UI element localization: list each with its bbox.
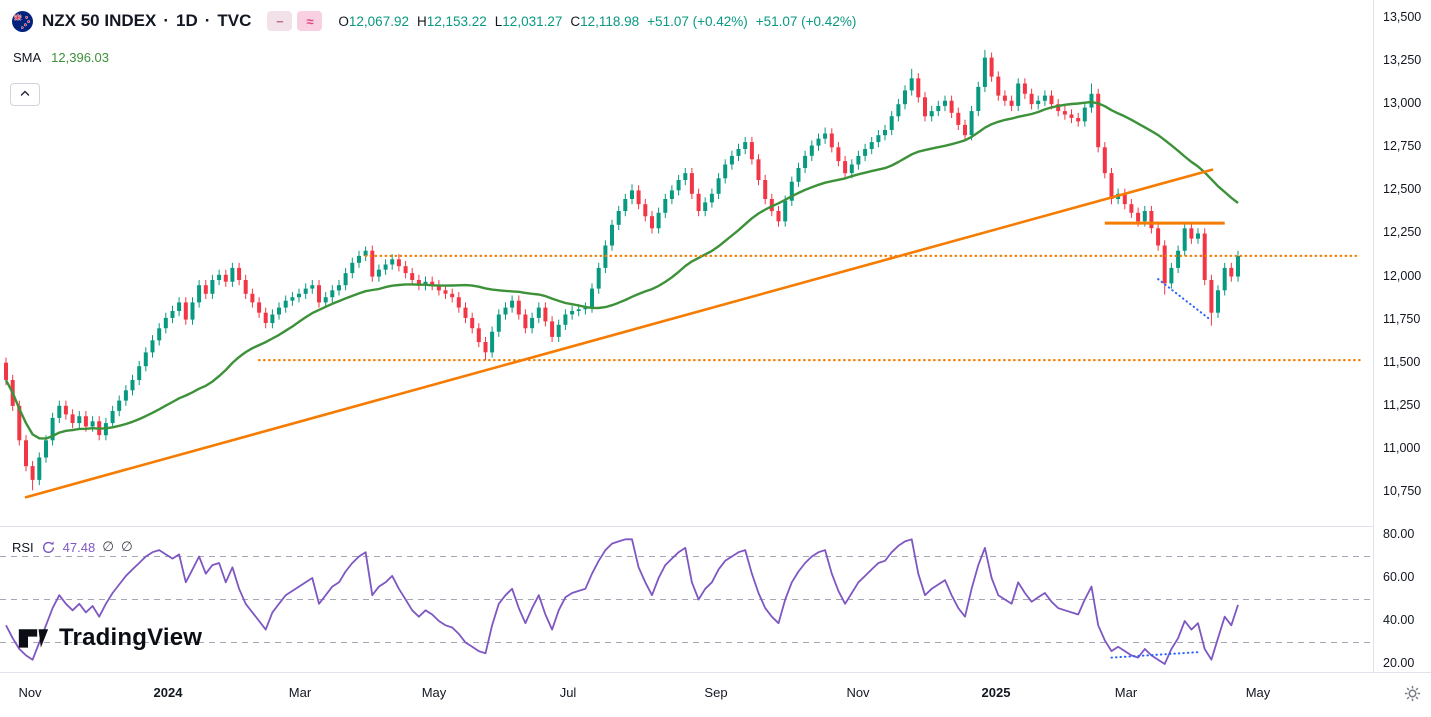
symbol-name: NZX 50 INDEX bbox=[42, 11, 157, 30]
price-tick-label: 11,750 bbox=[1383, 311, 1421, 326]
ohlc-values: O 12,067.92 H 12,153.22 L 12,031.27 C 12,118… bbox=[338, 14, 856, 29]
nz-flag-icon bbox=[12, 10, 33, 32]
tradingview-logo[interactable]: TradingView bbox=[17, 621, 202, 654]
collapse-legend-button[interactable] bbox=[10, 83, 40, 106]
price-tick-label: 13,250 bbox=[1383, 53, 1422, 68]
price-tick-label: 10,750 bbox=[1383, 484, 1422, 498]
close-value: 12,118.98 bbox=[580, 13, 640, 29]
open-label: O bbox=[338, 13, 349, 29]
empty-source-icon: ∅ bbox=[102, 539, 114, 554]
change-value-2: +51.07 (+0.42%) bbox=[755, 13, 857, 29]
change-value: +51.07 (+0.42%) bbox=[647, 13, 748, 29]
low-label: L bbox=[494, 13, 503, 29]
time-tick-label: May bbox=[421, 685, 447, 700]
close-label: C bbox=[570, 13, 581, 29]
rsi-tick-label: 80.00 bbox=[1383, 527, 1415, 541]
rsi-tick-label: 60.00 bbox=[1383, 570, 1415, 584]
rsi-value: 47.48 bbox=[62, 539, 96, 555]
sma-legend[interactable]: SMA 12,396.03 bbox=[13, 50, 109, 65]
symbol-interval: 1D bbox=[175, 11, 198, 30]
symbol-exchange: TVC bbox=[217, 11, 252, 30]
empty-source-icon: ∅ bbox=[120, 539, 133, 554]
tradingview-logo-text: TradingView bbox=[59, 623, 203, 651]
sma-value: 12,396.03 bbox=[51, 50, 110, 65]
rsi-tick-label: 20.00 bbox=[1383, 656, 1415, 670]
rsi-tick-label: 40.00 bbox=[1383, 613, 1415, 627]
price-tick-label: 12,250 bbox=[1383, 225, 1422, 240]
symbol-legend: NZX 50 INDEX · 1D · TVC − ≈ O 12,067.92 H… bbox=[12, 9, 856, 33]
time-tick-label: May bbox=[1245, 685, 1271, 700]
rsi-legend[interactable]: RSI 47.48 ∅ ∅ bbox=[12, 539, 133, 555]
price-tick-label: 11,500 bbox=[1383, 354, 1421, 369]
time-tick-label: 2025 bbox=[981, 685, 1011, 700]
price-tick-label: 11,000 bbox=[1383, 440, 1421, 455]
sma-label: SMA bbox=[13, 50, 42, 65]
price-axis[interactable]: 13,500 13,250 13,000 12,750 12,500 12,250 12,0… bbox=[1374, 0, 1431, 672]
refresh-icon bbox=[41, 540, 56, 555]
price-tick-label: 12,500 bbox=[1383, 182, 1422, 197]
time-tick-label: Mar bbox=[1114, 685, 1138, 700]
high-label: H bbox=[416, 13, 427, 29]
settings-gear-icon[interactable] bbox=[1403, 684, 1422, 703]
title-separator: · bbox=[204, 11, 211, 30]
tradingview-logo-icon bbox=[17, 621, 50, 654]
rsi-label: RSI bbox=[12, 539, 34, 555]
axis-border bbox=[1373, 0, 1374, 672]
symbol-title[interactable]: NZX 50 INDEX · 1D · TVC bbox=[42, 11, 251, 31]
main-price-pane[interactable] bbox=[0, 0, 1373, 526]
rsi-pane[interactable] bbox=[0, 527, 1373, 672]
minus-pill-icon[interactable]: − bbox=[267, 11, 293, 31]
time-tick-label: 2024 bbox=[153, 685, 183, 700]
price-tick-label: 12,750 bbox=[1383, 139, 1422, 154]
open-value: 12,067.92 bbox=[348, 13, 409, 29]
time-tick-label: Nov bbox=[18, 685, 42, 700]
price-tick-label: 13,500 bbox=[1383, 10, 1422, 24]
time-tick-label: Nov bbox=[846, 685, 870, 700]
pane-divider[interactable] bbox=[0, 526, 1431, 527]
high-value: 12,153.22 bbox=[426, 13, 487, 29]
price-tick-label: 12,000 bbox=[1383, 268, 1422, 283]
time-tick-label: Jul bbox=[559, 685, 577, 700]
title-separator: · bbox=[163, 11, 169, 30]
price-tick-label: 11,250 bbox=[1383, 397, 1421, 412]
time-axis[interactable]: Nov 2024 Mar May Jul Sep Nov 2025 Mar May bbox=[0, 672, 1431, 717]
price-tick-label: 13,000 bbox=[1383, 96, 1422, 111]
time-tick-label: Sep bbox=[704, 685, 728, 700]
wave-pill-icon[interactable]: ≈ bbox=[297, 11, 323, 31]
time-tick-label: Mar bbox=[288, 685, 312, 700]
low-value: 12,031.27 bbox=[502, 13, 563, 29]
chevron-up-icon bbox=[18, 87, 32, 102]
